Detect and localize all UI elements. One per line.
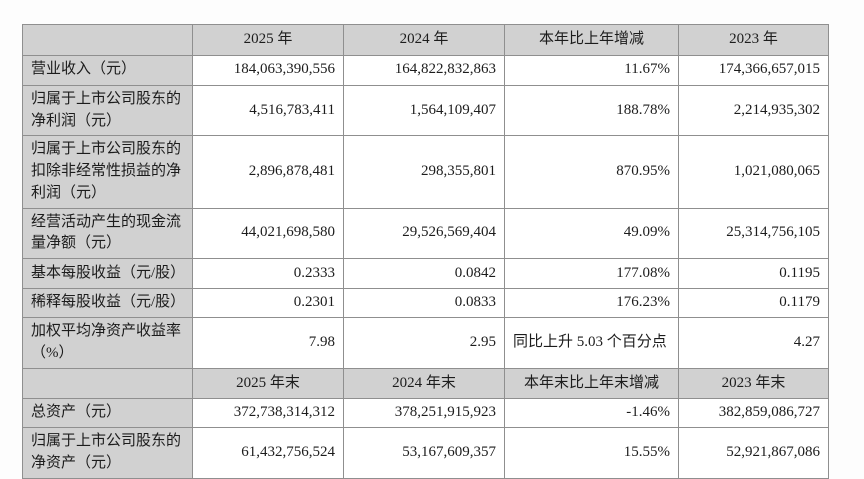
- col-header-yoy-change: 本年比上年增减: [504, 24, 679, 56]
- value-2024: 53,167,609,357: [343, 427, 505, 479]
- value-change: 15.55%: [504, 427, 679, 479]
- table-row-basic-eps: 基本每股收益（元/股） 0.2333 0.0842 177.08% 0.1195: [22, 258, 829, 289]
- value-2024: 0.0833: [343, 288, 505, 318]
- value-2023: 0.1195: [678, 258, 829, 289]
- value-2024: 378,251,915,923: [343, 398, 505, 429]
- value-2025: 372,738,314,312: [192, 398, 344, 429]
- table-row-diluted-eps: 稀释每股收益（元/股） 0.2301 0.0833 176.23% 0.1179: [22, 288, 829, 318]
- value-2025: 184,063,390,556: [192, 54, 344, 86]
- table-row-net-assets: 归属于上市公司股东的净资产（元） 61,432,756,524 53,167,6…: [22, 427, 829, 479]
- value-2025: 2,896,878,481: [192, 135, 344, 209]
- value-change: -1.46%: [504, 398, 679, 429]
- value-2025: 0.2333: [192, 258, 344, 289]
- value-change: 49.09%: [504, 207, 679, 259]
- value-2024: 0.0842: [343, 258, 505, 289]
- row-label: 归属于上市公司股东的扣除非经常性损益的净利润（元）: [22, 135, 193, 209]
- table-row-weighted-roe: 加权平均净资产收益率（%） 7.98 2.95 同比上升 5.03 个百分点 4…: [22, 317, 829, 369]
- value-2023: 1,021,080,065: [678, 135, 829, 209]
- col-header-2024-end: 2024 年末: [343, 367, 505, 400]
- value-2025: 7.98: [192, 317, 344, 369]
- value-change: 188.78%: [504, 84, 679, 137]
- value-2023: 0.1179: [678, 288, 829, 318]
- table-header-period-end: 2025 年末 2024 年末 本年末比上年末增减 2023 年末: [22, 367, 829, 400]
- value-2023: 2,214,935,302: [678, 84, 829, 137]
- col-header-2025-end: 2025 年末: [192, 367, 344, 400]
- value-2023: 4.27: [678, 317, 829, 369]
- table-row-total-assets: 总资产（元） 372,738,314,312 378,251,915,923 -…: [22, 398, 829, 429]
- row-label: 归属于上市公司股东的净利润（元）: [22, 84, 193, 137]
- table-header-annual: 2025 年 2024 年 本年比上年增减 2023 年: [22, 24, 829, 56]
- value-2023: 382,859,086,727: [678, 398, 829, 429]
- value-2025: 61,432,756,524: [192, 427, 344, 479]
- value-2025: 44,021,698,580: [192, 207, 344, 259]
- value-2024: 1,564,109,407: [343, 84, 505, 137]
- row-label: 稀释每股收益（元/股）: [22, 288, 193, 318]
- value-change: 同比上升 5.03 个百分点: [504, 317, 679, 369]
- value-2023: 174,366,657,015: [678, 54, 829, 86]
- financial-summary: 2025 年 2024 年 本年比上年增减 2023 年 营业收入（元） 184…: [22, 24, 829, 479]
- col-header-end-change: 本年末比上年末增减: [504, 367, 679, 400]
- table-row-deducted-net-profit: 归属于上市公司股东的扣除非经常性损益的净利润（元） 2,896,878,481 …: [22, 135, 829, 209]
- row-label: 归属于上市公司股东的净资产（元）: [22, 427, 193, 479]
- value-2024: 164,822,832,863: [343, 54, 505, 86]
- corner-cell: [22, 367, 193, 400]
- value-2025: 0.2301: [192, 288, 344, 318]
- table-row-operating-cash-flow: 经营活动产生的现金流量净额（元） 44,021,698,580 29,526,5…: [22, 207, 829, 259]
- value-2024: 29,526,569,404: [343, 207, 505, 259]
- value-2025: 4,516,783,411: [192, 84, 344, 137]
- row-label: 加权平均净资产收益率（%）: [22, 317, 193, 369]
- col-header-2023: 2023 年: [678, 24, 829, 56]
- value-change: 11.67%: [504, 54, 679, 86]
- col-header-2023-end: 2023 年末: [678, 367, 829, 400]
- row-label: 基本每股收益（元/股）: [22, 258, 193, 289]
- financial-summary-table: 2025 年 2024 年 本年比上年增减 2023 年 营业收入（元） 184…: [22, 24, 829, 479]
- value-change: 870.95%: [504, 135, 679, 209]
- row-label: 总资产（元）: [22, 398, 193, 429]
- col-header-2024: 2024 年: [343, 24, 505, 56]
- value-2024: 298,355,801: [343, 135, 505, 209]
- value-change: 177.08%: [504, 258, 679, 289]
- value-2023: 52,921,867,086: [678, 427, 829, 479]
- value-2023: 25,314,756,105: [678, 207, 829, 259]
- corner-cell: [22, 24, 193, 56]
- col-header-2025: 2025 年: [192, 24, 344, 56]
- value-2024: 2.95: [343, 317, 505, 369]
- row-label: 营业收入（元）: [22, 54, 193, 86]
- value-change: 176.23%: [504, 288, 679, 318]
- table-row-revenue: 营业收入（元） 184,063,390,556 164,822,832,863 …: [22, 54, 829, 86]
- row-label: 经营活动产生的现金流量净额（元）: [22, 207, 193, 259]
- table-row-net-profit: 归属于上市公司股东的净利润（元） 4,516,783,411 1,564,109…: [22, 84, 829, 137]
